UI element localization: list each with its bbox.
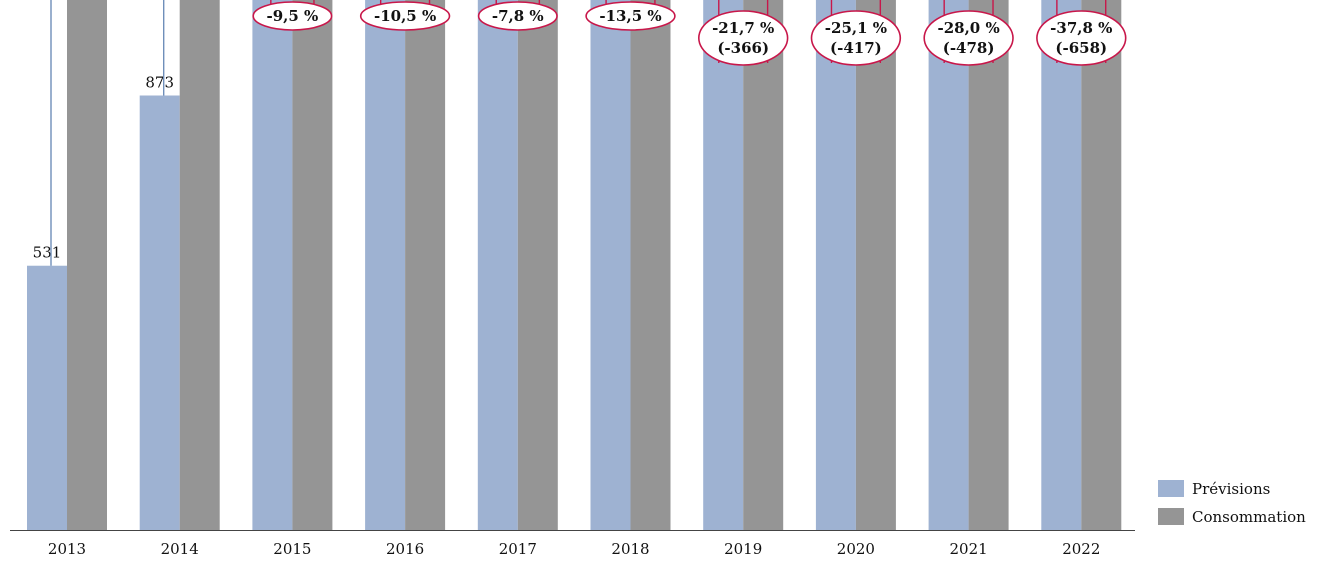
bar-previsions-2014 [139, 95, 180, 530]
annotation-bubble-2019 [697, 10, 789, 66]
x-tick-label-2018: 2018 [611, 540, 649, 558]
bar-consommation-2017 [517, 0, 558, 530]
annotation-text-2018-0: -13,5 % [599, 7, 661, 25]
legend-swatch-consommation [1158, 508, 1184, 525]
annotation-text-2017-0: -7,8 % [492, 7, 544, 25]
annotation-text-2020-1: (-417) [830, 39, 882, 57]
bar-previsions-2021 [928, 0, 969, 530]
bar-previsions-2015 [252, 0, 293, 531]
bar-previsions-2016 [365, 0, 406, 530]
annotation-text-2016-0: -10,5 % [374, 7, 436, 25]
bar-previsions-2022 [1041, 0, 1082, 531]
bar-previsions-2019 [703, 0, 744, 530]
bar-consommation-2016 [405, 0, 446, 530]
bar-consommation-2015 [292, 0, 333, 530]
x-tick-label-2016: 2016 [386, 540, 424, 558]
annotation-text-2019-0: -21,7 % [712, 19, 774, 37]
annotation-text-2020-0: -25,1 % [825, 19, 887, 37]
annotation-bubble-2020 [810, 10, 902, 66]
bar-consommation-2019 [743, 0, 784, 530]
legend: Prévisions Consommation [1158, 480, 1306, 526]
bar-previsions-2020 [815, 0, 856, 531]
annotations-layer: +116,9 %+61,4 %-9,5 %-10,5 %-7,8 %-13,5 … [50, 0, 1127, 266]
value-label-previsions-2013: 531 [33, 244, 62, 262]
x-tick-label-2014: 2014 [161, 540, 199, 558]
x-tick-label-2020: 2020 [837, 540, 875, 558]
x-tick-label-2021: 2021 [950, 540, 988, 558]
x-tick-label-2019: 2019 [724, 540, 762, 558]
annotation-bubble-2017 [477, 1, 558, 31]
bar-previsions-2018 [590, 0, 631, 530]
annotation-text-2022-0: -37,8 % [1050, 19, 1112, 37]
annotation-bubble-2022 [1036, 10, 1127, 66]
x-tick-label-2017: 2017 [499, 540, 537, 558]
legend-swatch-previsions [1158, 480, 1184, 497]
value-label-previsions-2014: 873 [145, 74, 174, 92]
annotation-bubble-2016 [359, 1, 451, 31]
x-tick-label-2022: 2022 [1062, 540, 1100, 558]
bars-layer: 5311 1528731 4091 3471 2191 5971 4301 61… [27, 0, 1122, 531]
bar-consommation-2013 [67, 0, 107, 531]
x-axis: 2013 2014 2015 2016 2017 2018 2019 2020 2021 2022 [10, 530, 1135, 558]
annotation-text-2015-0: -9,5 % [267, 7, 319, 25]
bar-consommation-2014 [179, 0, 220, 530]
bar-previsions-2013 [27, 265, 67, 530]
bar-consommation-2018 [630, 0, 671, 530]
annotation-text-2021-1: (-478) [943, 39, 995, 57]
bar-consommation-2020 [855, 0, 896, 531]
annotation-text-2019-1: (-366) [717, 39, 769, 57]
legend-label-consommation: Consommation [1192, 508, 1306, 526]
x-tick-label-2015: 2015 [273, 540, 311, 558]
annotation-text-2021-0: -28,0 % [937, 19, 999, 37]
annotation-bubble-2018 [585, 1, 676, 31]
x-tick-label-2013: 2013 [48, 540, 86, 558]
bar-consommation-2022 [1081, 0, 1122, 530]
bar-consommation-2021 [968, 0, 1009, 530]
bar-previsions-2017 [477, 0, 518, 530]
annotation-bubble-2015 [252, 1, 333, 31]
legend-label-previsions: Prévisions [1192, 480, 1270, 498]
annotation-bubble-2021 [923, 10, 1014, 66]
annotation-text-2022-1: (-658) [1055, 39, 1107, 57]
